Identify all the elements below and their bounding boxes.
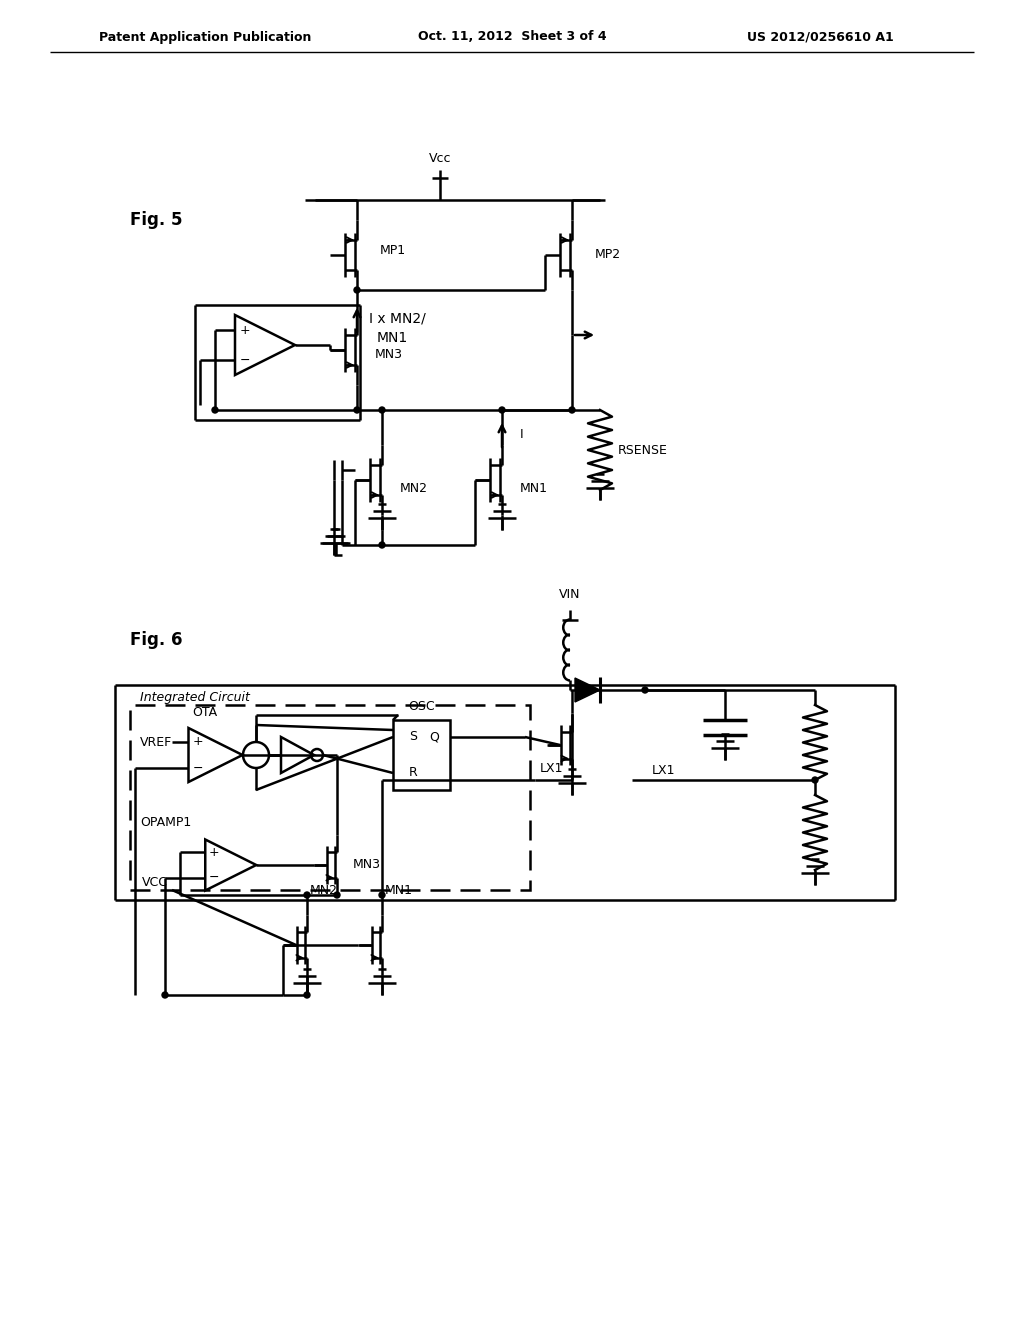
- Text: −: −: [240, 354, 250, 367]
- Text: Q: Q: [429, 730, 439, 743]
- Text: VCC: VCC: [142, 876, 168, 890]
- Text: MN2: MN2: [310, 883, 338, 896]
- Text: US 2012/0256610 A1: US 2012/0256610 A1: [746, 30, 893, 44]
- Text: MN3: MN3: [353, 858, 381, 871]
- Circle shape: [499, 407, 505, 413]
- Text: S: S: [409, 730, 417, 743]
- Circle shape: [212, 407, 218, 413]
- Text: LX1: LX1: [540, 762, 563, 775]
- Circle shape: [304, 993, 310, 998]
- Bar: [393, 719, 450, 789]
- Text: Patent Application Publication: Patent Application Publication: [98, 30, 311, 44]
- Circle shape: [334, 892, 340, 898]
- Text: Fig. 6: Fig. 6: [130, 631, 182, 649]
- Bar: [130, 705, 530, 890]
- Text: R: R: [409, 767, 418, 780]
- Circle shape: [812, 777, 818, 783]
- Circle shape: [354, 286, 360, 293]
- Circle shape: [354, 407, 360, 413]
- Text: MP1: MP1: [380, 243, 407, 256]
- Circle shape: [162, 993, 168, 998]
- Text: OSC: OSC: [409, 700, 435, 713]
- Text: RSENSE: RSENSE: [618, 444, 668, 457]
- Circle shape: [304, 892, 310, 898]
- Text: I x MN2/: I x MN2/: [369, 312, 426, 325]
- Text: MN1: MN1: [385, 883, 413, 896]
- Circle shape: [379, 407, 385, 413]
- Circle shape: [379, 892, 385, 898]
- Text: MN3: MN3: [375, 348, 403, 362]
- Circle shape: [569, 407, 575, 413]
- Text: Integrated Circuit: Integrated Circuit: [140, 690, 250, 704]
- Text: Fig. 5: Fig. 5: [130, 211, 182, 228]
- Text: MN1: MN1: [520, 482, 548, 495]
- Text: MP2: MP2: [595, 248, 622, 261]
- Text: +: +: [193, 735, 203, 748]
- Text: −: −: [209, 871, 219, 884]
- Text: VREF: VREF: [140, 735, 172, 748]
- Text: Oct. 11, 2012  Sheet 3 of 4: Oct. 11, 2012 Sheet 3 of 4: [418, 30, 606, 44]
- Text: MN2: MN2: [400, 482, 428, 495]
- Text: +: +: [209, 846, 219, 859]
- Polygon shape: [575, 678, 600, 702]
- Text: OPAMP1: OPAMP1: [140, 817, 191, 829]
- Text: OTA: OTA: [193, 705, 217, 718]
- Text: +: +: [240, 323, 250, 337]
- Text: Vcc: Vcc: [429, 152, 452, 165]
- Circle shape: [642, 686, 648, 693]
- Text: LX1: LX1: [652, 763, 676, 776]
- Text: MN1: MN1: [377, 331, 409, 345]
- Text: VIN: VIN: [559, 589, 581, 602]
- Text: I: I: [520, 429, 523, 441]
- Text: −: −: [193, 762, 203, 775]
- Circle shape: [379, 543, 385, 548]
